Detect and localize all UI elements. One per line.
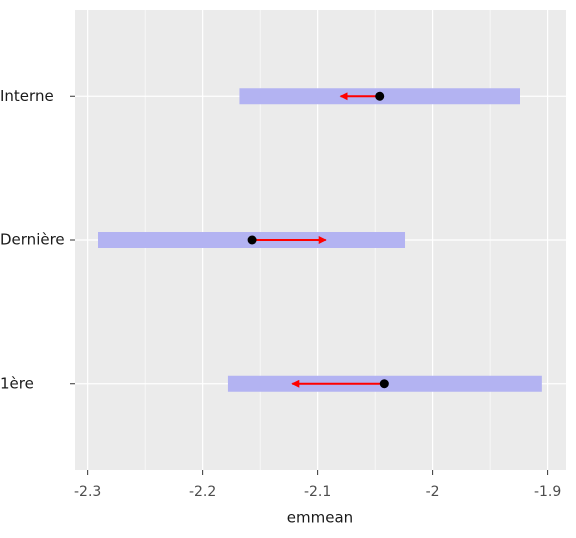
x-tick-label: -2.2 [189,484,216,500]
x-tick-label: -1.9 [534,484,561,500]
y-tick-label: Dernière [0,231,65,249]
x-tick-label: -2 [426,484,440,500]
emmean-point [247,235,257,245]
x-tick-label: -2.3 [74,484,101,500]
emmean-point [375,91,385,101]
x-tick-label: -2.1 [304,484,331,500]
emmean-point [379,379,389,389]
y-tick-label: Interne [0,87,54,105]
y-tick-label: 1ère [0,374,34,392]
x-axis-title: emmean [287,509,353,527]
